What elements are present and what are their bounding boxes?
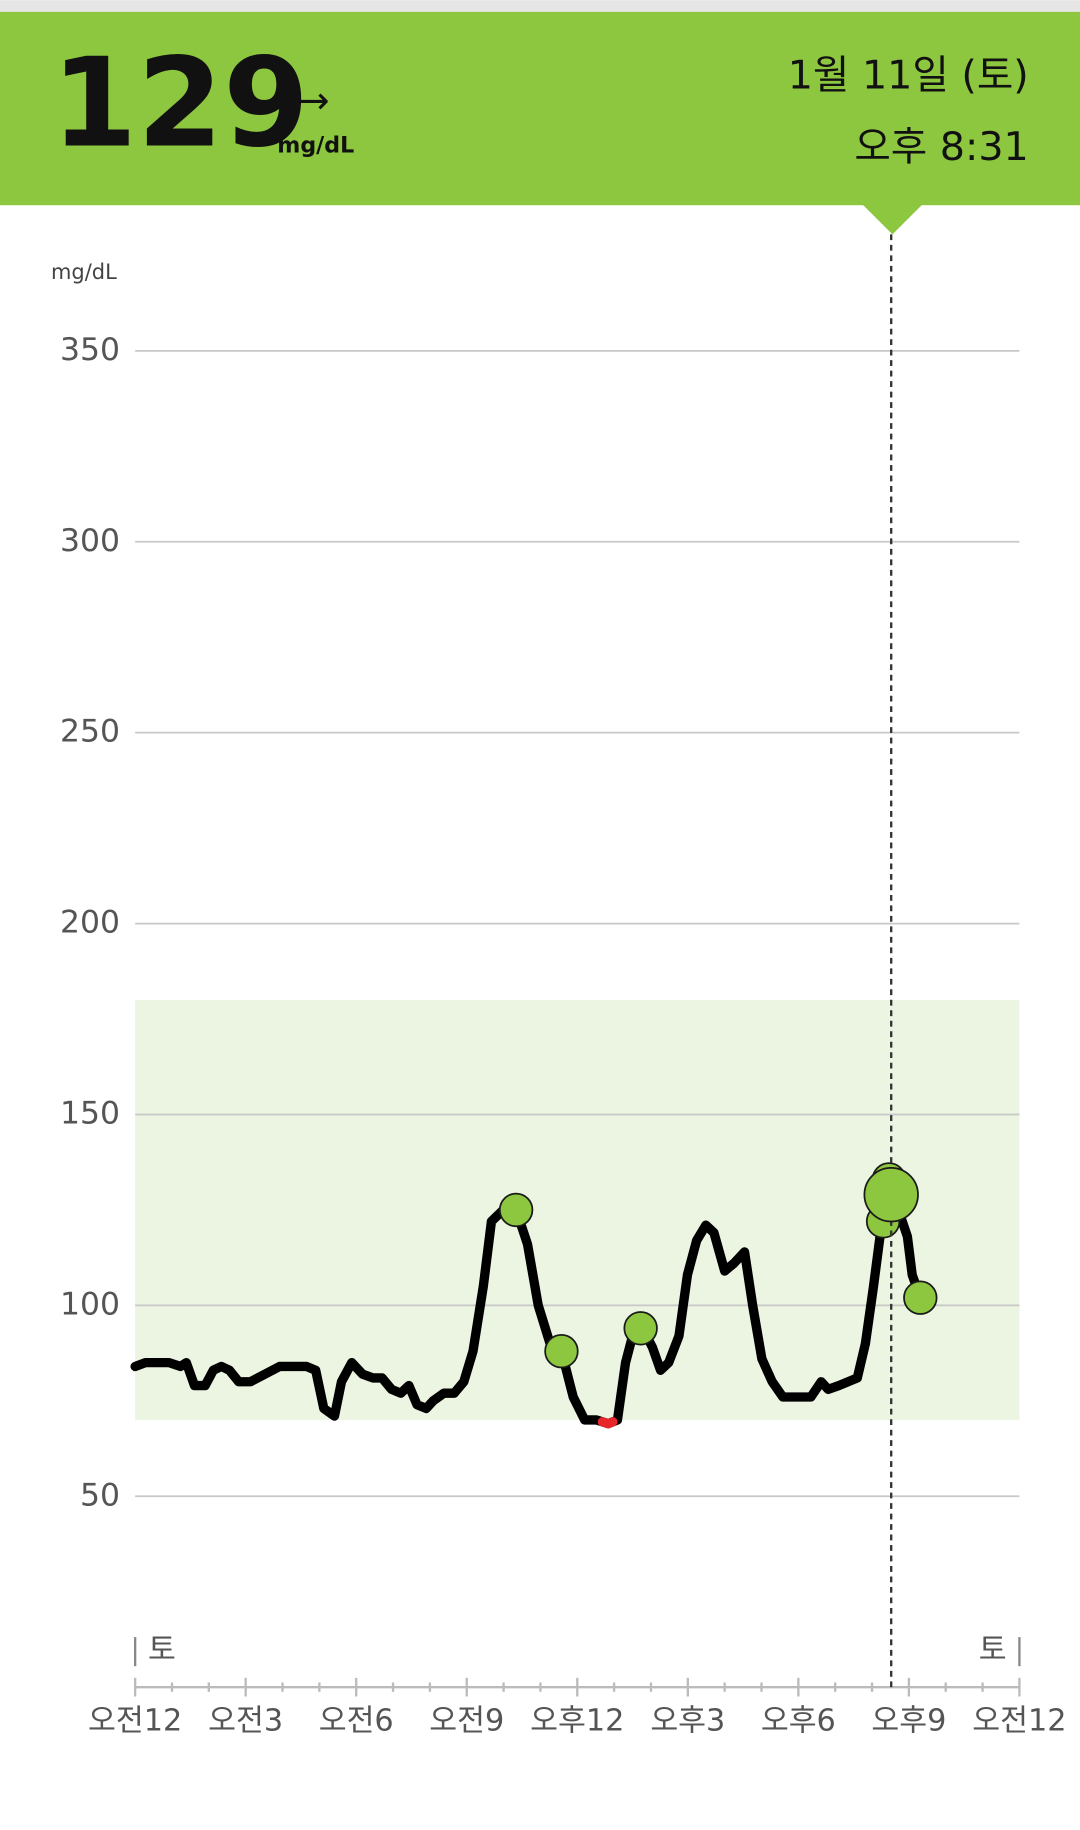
glucose-value: 129 <box>51 32 309 176</box>
x-tick-label: 오전12 <box>972 1704 1066 1739</box>
y-tick-label: 250 <box>60 714 120 750</box>
x-tick-label: 오전6 <box>319 1704 394 1739</box>
time-pointer <box>862 204 923 235</box>
scan-point <box>498 1192 534 1228</box>
y-axis-label: mg/dL <box>51 260 117 284</box>
x-tick-label: 오전12 <box>88 1704 182 1739</box>
time: 오후 8:31 <box>854 124 1028 170</box>
header-bar <box>0 11 1080 206</box>
y-tick-label: 150 <box>60 1095 120 1131</box>
x-tick-label: 오후6 <box>761 1704 836 1739</box>
plot: 50 100 150 200 250 300 350 오전12 오전3 오전6 오전9 오후12 오후3… <box>60 234 1067 1739</box>
glucose-unit: mg/dL <box>277 132 354 158</box>
scan-point <box>903 1280 938 1315</box>
x-tick-label: 오후12 <box>530 1704 624 1739</box>
y-tick-label: 350 <box>60 332 120 368</box>
x-tick-label: 오전9 <box>429 1704 504 1739</box>
current-reading <box>863 1166 919 1223</box>
y-tick-label: 200 <box>60 905 120 941</box>
y-tick-label: 100 <box>60 1286 120 1322</box>
x-tick-label: 오후9 <box>871 1704 946 1739</box>
day-label: 토 <box>148 1633 176 1668</box>
scan-point <box>544 1334 579 1369</box>
status-strip <box>0 0 1080 12</box>
scan-point <box>623 1311 658 1346</box>
trend-arrow: → <box>298 78 329 122</box>
day-label: 토 <box>979 1633 1007 1668</box>
low-segment <box>597 1417 618 1429</box>
x-tick-label: 오후3 <box>650 1704 725 1739</box>
x-tick-label: 오전3 <box>208 1704 283 1739</box>
date: 1월 11일 (토) <box>788 53 1029 99</box>
y-tick-label: 50 <box>80 1477 120 1513</box>
y-tick-label: 300 <box>60 523 120 559</box>
